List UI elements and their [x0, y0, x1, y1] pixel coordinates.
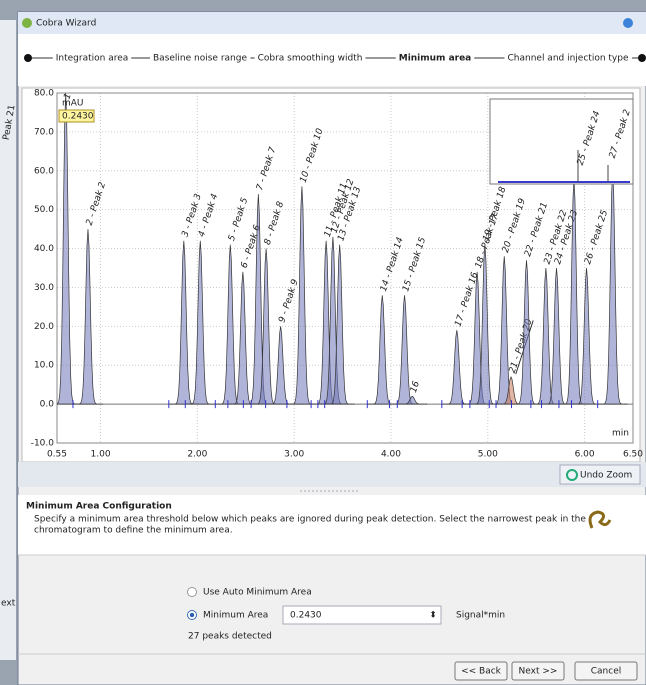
x-tick-label: 5.00 [478, 450, 498, 460]
steps: Integration area Baseline noise range Cobr… [24, 52, 646, 64]
background-button: ext [1, 599, 16, 609]
step-bg [395, 52, 475, 64]
peak-count: 27 peaks detected [188, 632, 272, 642]
radio-auto-label: Use Auto Minimum Area [203, 588, 312, 598]
peak[interactable] [324, 244, 355, 405]
y-tick-label: 10.0 [34, 361, 54, 371]
x-unit: min [612, 429, 629, 439]
step-label[interactable]: Integration area [56, 54, 129, 64]
button-label: Cancel [591, 667, 622, 677]
section-description: chromatogram to define the minimum area. [34, 526, 233, 536]
cobra-icon [588, 510, 612, 529]
title-bar [18, 12, 646, 34]
y-tick-label: 0.0 [40, 400, 55, 410]
y-tick-label: 80.0 [34, 89, 54, 99]
step-bg [150, 52, 251, 64]
y-tick-label: 20.0 [34, 322, 54, 332]
undo-zoom-icon [566, 469, 578, 481]
y-unit: mAU [62, 99, 84, 109]
button-label: << Back [461, 667, 502, 677]
step-dot [24, 54, 32, 62]
step-dot [638, 54, 646, 62]
zoom-bar [18, 462, 646, 487]
y-tick-label: 40.0 [34, 244, 54, 254]
x-tick-label: 6.00 [575, 450, 595, 460]
button-label: Next >> [519, 667, 558, 677]
section-panel [18, 495, 646, 555]
x-tick-label: 3.00 [284, 450, 304, 460]
area-tag-value: 0.2430 [62, 112, 94, 122]
undo-zoom-button[interactable] [559, 464, 641, 485]
step-bg [504, 52, 632, 64]
peak[interactable] [185, 240, 216, 405]
step-bg [254, 52, 366, 64]
button[interactable] [511, 661, 565, 681]
area-unit: Signal*min [456, 611, 505, 621]
section-title: Minimum Area Configuration [26, 502, 172, 512]
section-description: Specify a minimum area threshold below w… [34, 515, 586, 525]
button[interactable] [454, 661, 508, 681]
area-input[interactable] [282, 605, 442, 625]
step-label[interactable]: Channel and injection type [508, 54, 629, 64]
area-input-value: 0.2430 [290, 611, 322, 621]
y-tick-label: 70.0 [34, 127, 54, 137]
plot-border [56, 92, 634, 444]
y-tick-label: -10.0 [31, 439, 55, 449]
radio-manual-label: Minimum Area [203, 611, 268, 621]
window-title: Cobra Wizard [36, 19, 96, 29]
inset [489, 98, 634, 185]
radio-auto[interactable] [187, 587, 197, 597]
x-tick-label: 4.00 [381, 450, 401, 460]
buttons: << Back Next >> Cancel [454, 661, 638, 681]
y-tick-label: 30.0 [34, 283, 54, 293]
x-tick-label: 0.55 [47, 450, 67, 460]
y-tick-label: 50.0 [34, 205, 54, 215]
step-label[interactable]: Minimum area [399, 54, 472, 64]
area-tag [58, 109, 95, 123]
help-button[interactable] [623, 18, 633, 28]
peak[interactable] [397, 395, 428, 405]
button[interactable] [574, 661, 638, 681]
peak[interactable] [72, 229, 103, 405]
step-bg [52, 52, 132, 64]
x-tick-label: 1.00 [91, 450, 111, 460]
x-tick-label: 6.50 [623, 450, 643, 460]
y-tick-label: 60.0 [34, 166, 54, 176]
peak-label: 16 [409, 380, 422, 394]
x-tick-label: 2.00 [187, 450, 207, 460]
radio-manual-dot [189, 612, 195, 618]
app-icon [22, 18, 32, 28]
spinner[interactable]: ⬍ [429, 611, 437, 621]
step-label[interactable]: Cobra smoothing width [258, 54, 363, 64]
background-window [0, 20, 16, 660]
step-label[interactable]: Baseline noise range [153, 54, 247, 64]
undo-zoom-label: Undo Zoom [580, 471, 632, 481]
